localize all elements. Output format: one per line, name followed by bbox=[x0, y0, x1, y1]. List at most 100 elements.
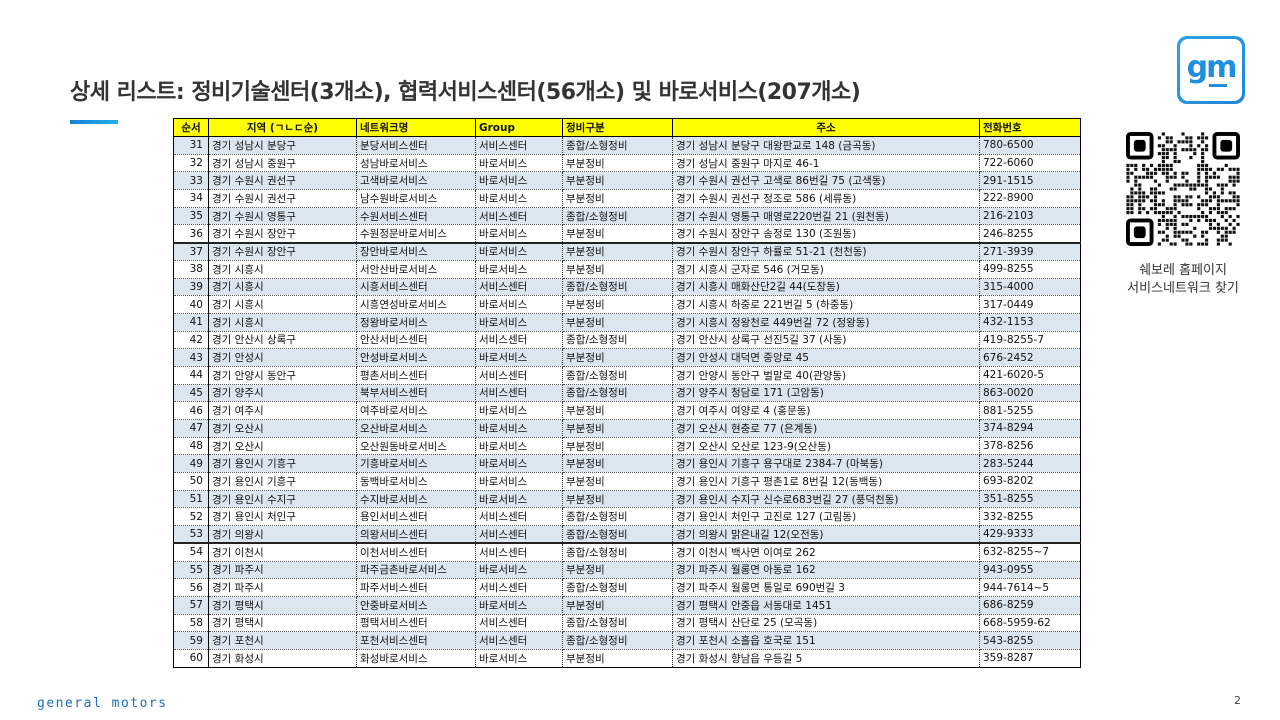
cell-region: 경기 의왕시 bbox=[208, 525, 357, 545]
table-row: 49 경기 용인시 기흥구 기흥바로서비스 바로서비스 부분정비 경기 용인시 기흥구 용… bbox=[173, 454, 1081, 474]
table-row: 56 경기 파주시 파주서비스센터 서비스센터 종합/소형정비 경기 파주시 월롱면 통일… bbox=[173, 578, 1081, 597]
cell-address: 경기 수원시 권선구 정조로 586 (세류동) bbox=[672, 189, 980, 208]
cell-network-name: 안성바로서비스 bbox=[356, 348, 476, 367]
cell-network-name: 안산서비스센터 bbox=[356, 331, 476, 350]
gm-logo: gm bbox=[1177, 36, 1245, 104]
cell-service-type: 부분정비 bbox=[562, 472, 673, 491]
cell-phone: 378-8256 bbox=[979, 437, 1081, 456]
cell-phone: 315-4000 bbox=[979, 278, 1081, 297]
cell-region: 경기 수원시 장안구 bbox=[208, 242, 357, 261]
cell-service-type: 종합/소형정비 bbox=[562, 331, 673, 350]
cell-address: 경기 이천시 백사면 이여로 262 bbox=[672, 543, 980, 562]
cell-region: 경기 수원시 영통구 bbox=[208, 207, 357, 226]
cell-order: 59 bbox=[173, 631, 209, 650]
cell-phone: 881-5255 bbox=[979, 401, 1081, 420]
cell-address: 경기 성남시 중원구 마지로 46-1 bbox=[672, 154, 980, 173]
cell-address: 경기 여주시 여양로 4 (홍문동) bbox=[672, 401, 980, 420]
table-row: 53 경기 의왕시 의왕서비스센터 서비스센터 종합/소형정비 경기 의왕시 맑은내길 1… bbox=[173, 525, 1081, 545]
cell-region: 경기 시흥시 bbox=[208, 278, 357, 297]
cell-phone: 863-0020 bbox=[979, 384, 1081, 403]
cell-group: 바로서비스 bbox=[475, 454, 563, 474]
qr-caption-line2: 서비스네트워크 찾기 bbox=[1127, 281, 1239, 296]
table-header-row: 순서 지역 (ㄱㄴㄷ순) 네트워크명 Group 정비구분 주소 전화번호 bbox=[173, 118, 1081, 137]
cell-phone: 668-5959-62 bbox=[979, 614, 1081, 633]
cell-order: 31 bbox=[173, 136, 209, 155]
cell-service-type: 종합/소형정비 bbox=[562, 278, 673, 297]
cell-phone: 216-2103 bbox=[979, 207, 1081, 226]
cell-phone: 686-8259 bbox=[979, 596, 1081, 615]
cell-address: 경기 시흥시 정왕천로 449번길 72 (정왕동) bbox=[672, 313, 980, 332]
cell-order: 45 bbox=[173, 384, 209, 403]
table-row: 45 경기 양주시 북부서비스센터 서비스센터 종합/소형정비 경기 양주시 청담로 17… bbox=[173, 384, 1081, 403]
cell-network-name: 수지바로서비스 bbox=[356, 490, 476, 509]
service-network-table: 순서 지역 (ㄱㄴㄷ순) 네트워크명 Group 정비구분 주소 전화번호 31… bbox=[173, 118, 1081, 668]
page-number: 2 bbox=[1234, 694, 1241, 707]
cell-region: 경기 용인시 기흥구 bbox=[208, 454, 357, 474]
cell-group: 바로서비스 bbox=[475, 224, 563, 244]
cell-group: 서비스센터 bbox=[475, 384, 563, 403]
cell-group: 바로서비스 bbox=[475, 561, 563, 580]
cell-group: 서비스센터 bbox=[475, 366, 563, 385]
qr-finder bbox=[1220, 139, 1233, 152]
table-row: 37 경기 수원시 장안구 장안바로서비스 바로서비스 부분정비 경기 수원시 장안구 하… bbox=[173, 242, 1081, 261]
cell-region: 경기 양주시 bbox=[208, 384, 357, 403]
cell-address: 경기 오산시 현충로 77 (은계동) bbox=[672, 419, 980, 438]
cell-network-name: 분당서비스센터 bbox=[356, 136, 476, 155]
cell-order: 53 bbox=[173, 525, 209, 545]
cell-network-name: 평택서비스센터 bbox=[356, 614, 476, 633]
cell-phone: 780-6500 bbox=[979, 136, 1081, 155]
cell-order: 33 bbox=[173, 171, 209, 191]
cell-phone: 632-8255~7 bbox=[979, 543, 1081, 562]
cell-address: 경기 용인시 기흥구 평촌1로 8번길 12(동백동) bbox=[672, 472, 980, 491]
qr-caption-line1: 쉐보레 홈페이지 bbox=[1139, 263, 1227, 278]
cell-order: 37 bbox=[173, 242, 209, 261]
cell-order: 58 bbox=[173, 614, 209, 633]
cell-service-type: 부분정비 bbox=[562, 437, 673, 456]
cell-region: 경기 화성시 bbox=[208, 649, 357, 668]
cell-phone: 351-8255 bbox=[979, 490, 1081, 509]
cell-network-name: 의왕서비스센터 bbox=[356, 525, 476, 545]
table-row: 38 경기 시흥시 서안산바로서비스 바로서비스 부분정비 경기 시흥시 군자로 546 … bbox=[173, 260, 1081, 279]
cell-order: 51 bbox=[173, 490, 209, 509]
cell-service-type: 부분정비 bbox=[562, 295, 673, 314]
table-row: 34 경기 수원시 권선구 남수원바로서비스 바로서비스 부분정비 경기 수원시 권선구 … bbox=[173, 189, 1081, 208]
cell-network-name: 기흥바로서비스 bbox=[356, 454, 476, 474]
table-body: 31 경기 성남시 분당구 분당서비스센터 서비스센터 종합/소형정비 경기 성남시 분당… bbox=[173, 136, 1081, 668]
table-row: 57 경기 평택시 안중바로서비스 바로서비스 부분정비 경기 평택시 안중읍 서동대로 … bbox=[173, 596, 1081, 615]
cell-network-name: 용인서비스센터 bbox=[356, 507, 476, 527]
title-underline bbox=[70, 120, 118, 124]
cell-phone: 722-6060 bbox=[979, 154, 1081, 173]
cell-network-name: 남수원바로서비스 bbox=[356, 189, 476, 208]
cell-address: 경기 의왕시 맑은내길 12(오전동) bbox=[672, 525, 980, 545]
cell-network-name: 서안산바로서비스 bbox=[356, 260, 476, 279]
table-row: 55 경기 파주시 파주금촌바로서비스 바로서비스 부분정비 경기 파주시 월롱면 아동로… bbox=[173, 561, 1081, 580]
cell-group: 바로서비스 bbox=[475, 313, 563, 332]
cell-service-type: 종합/소형정비 bbox=[562, 543, 673, 562]
cell-order: 54 bbox=[173, 543, 209, 562]
cell-group: 서비스센터 bbox=[475, 543, 563, 562]
cell-region: 경기 파주시 bbox=[208, 578, 357, 597]
cell-network-name: 여주바로서비스 bbox=[356, 401, 476, 420]
table-row: 59 경기 포천시 포천서비스센터 서비스센터 종합/소형정비 경기 포천시 소흘읍 호국… bbox=[173, 631, 1081, 650]
cell-service-type: 부분정비 bbox=[562, 561, 673, 580]
col-header-group: Group bbox=[475, 118, 563, 137]
cell-order: 50 bbox=[173, 472, 209, 491]
cell-region: 경기 성남시 분당구 bbox=[208, 136, 357, 155]
cell-order: 57 bbox=[173, 596, 209, 615]
cell-phone: 246-8255 bbox=[979, 224, 1081, 244]
qr-finder bbox=[1133, 139, 1146, 152]
table-row: 33 경기 수원시 권선구 고색바로서비스 바로서비스 부분정비 경기 수원시 권선구 고… bbox=[173, 171, 1081, 191]
qr-code[interactable] bbox=[1126, 132, 1240, 246]
cell-phone: 291-1515 bbox=[979, 171, 1081, 191]
qr-finder bbox=[1133, 226, 1146, 239]
cell-network-name: 북부서비스센터 bbox=[356, 384, 476, 403]
cell-group: 서비스센터 bbox=[475, 331, 563, 350]
cell-network-name: 동백바로서비스 bbox=[356, 472, 476, 491]
table-row: 43 경기 안성시 안성바로서비스 바로서비스 부분정비 경기 안성시 대덕면 중앙로 4… bbox=[173, 348, 1081, 367]
cell-phone: 693-8202 bbox=[979, 472, 1081, 491]
cell-network-name: 포천서비스센터 bbox=[356, 631, 476, 650]
cell-phone: 944-7614~5 bbox=[979, 578, 1081, 597]
cell-address: 경기 양주시 청담로 171 (고암동) bbox=[672, 384, 980, 403]
cell-service-type: 부분정비 bbox=[562, 154, 673, 173]
cell-region: 경기 안성시 bbox=[208, 348, 357, 367]
